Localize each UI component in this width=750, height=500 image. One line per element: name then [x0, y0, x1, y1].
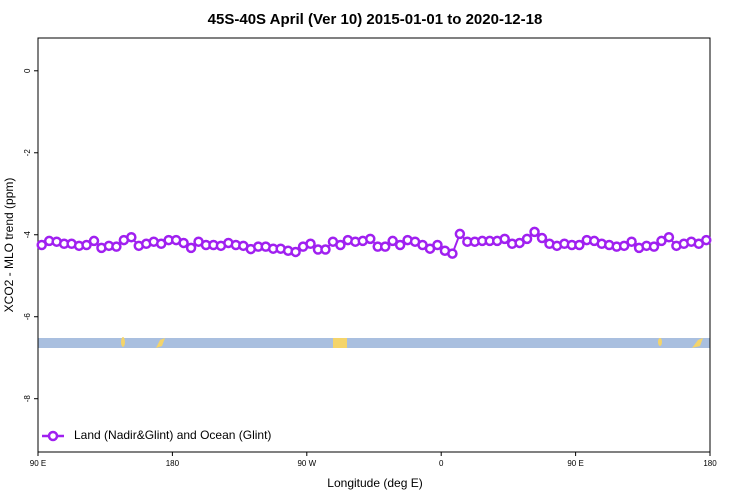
data-point [574, 239, 585, 251]
x-axis-label: Longitude (deg E) [327, 476, 422, 490]
data-point [521, 233, 533, 245]
data-point [648, 241, 660, 252]
data-point [618, 240, 630, 252]
land-mask-strip [38, 337, 710, 348]
data-point [81, 239, 92, 251]
data-point [335, 239, 346, 251]
data-point [447, 248, 458, 259]
y-axis-label: XCO2 - MLO trend (ppm) [2, 178, 16, 313]
data-point [454, 228, 466, 240]
x-tick-label: 180 [166, 459, 180, 468]
data-point [663, 231, 675, 243]
y-tick-label: -6 [23, 313, 32, 321]
data-point [626, 236, 637, 247]
data-point [111, 241, 122, 252]
data-point [499, 233, 510, 245]
y-tick-label: -4 [23, 231, 32, 239]
legend-marker [47, 430, 59, 442]
y-tick-label: -8 [23, 395, 32, 403]
x-tick-label: 180 [703, 459, 717, 468]
data-point [394, 239, 406, 251]
data-point [126, 231, 137, 243]
data-point [514, 237, 525, 249]
x-tick-label: 90 E [30, 459, 46, 468]
chart-title: 45S-40S April (Ver 10) 2015-01-01 to 202… [208, 11, 543, 28]
data-point [432, 239, 443, 251]
data-point [320, 244, 331, 255]
data-point [88, 235, 100, 247]
data-point [305, 238, 316, 250]
data-point [185, 242, 197, 254]
data-point [529, 226, 540, 238]
data-point [387, 235, 398, 247]
x-tick-label: 0 [439, 459, 444, 468]
data-point [290, 246, 301, 258]
data-point [701, 234, 712, 246]
data-point [536, 232, 548, 244]
data-point [36, 239, 47, 251]
y-tick-label: 0 [23, 68, 32, 73]
y-tick-label: -2 [23, 149, 32, 157]
data-point [379, 241, 391, 252]
data-point [365, 233, 376, 245]
x-tick-label: 90 E [567, 459, 583, 468]
legend-label: Land (Nadir&Glint) and Ocean (Glint) [74, 428, 271, 442]
data-point [178, 237, 189, 249]
x-tick-label: 90 W [297, 459, 316, 468]
